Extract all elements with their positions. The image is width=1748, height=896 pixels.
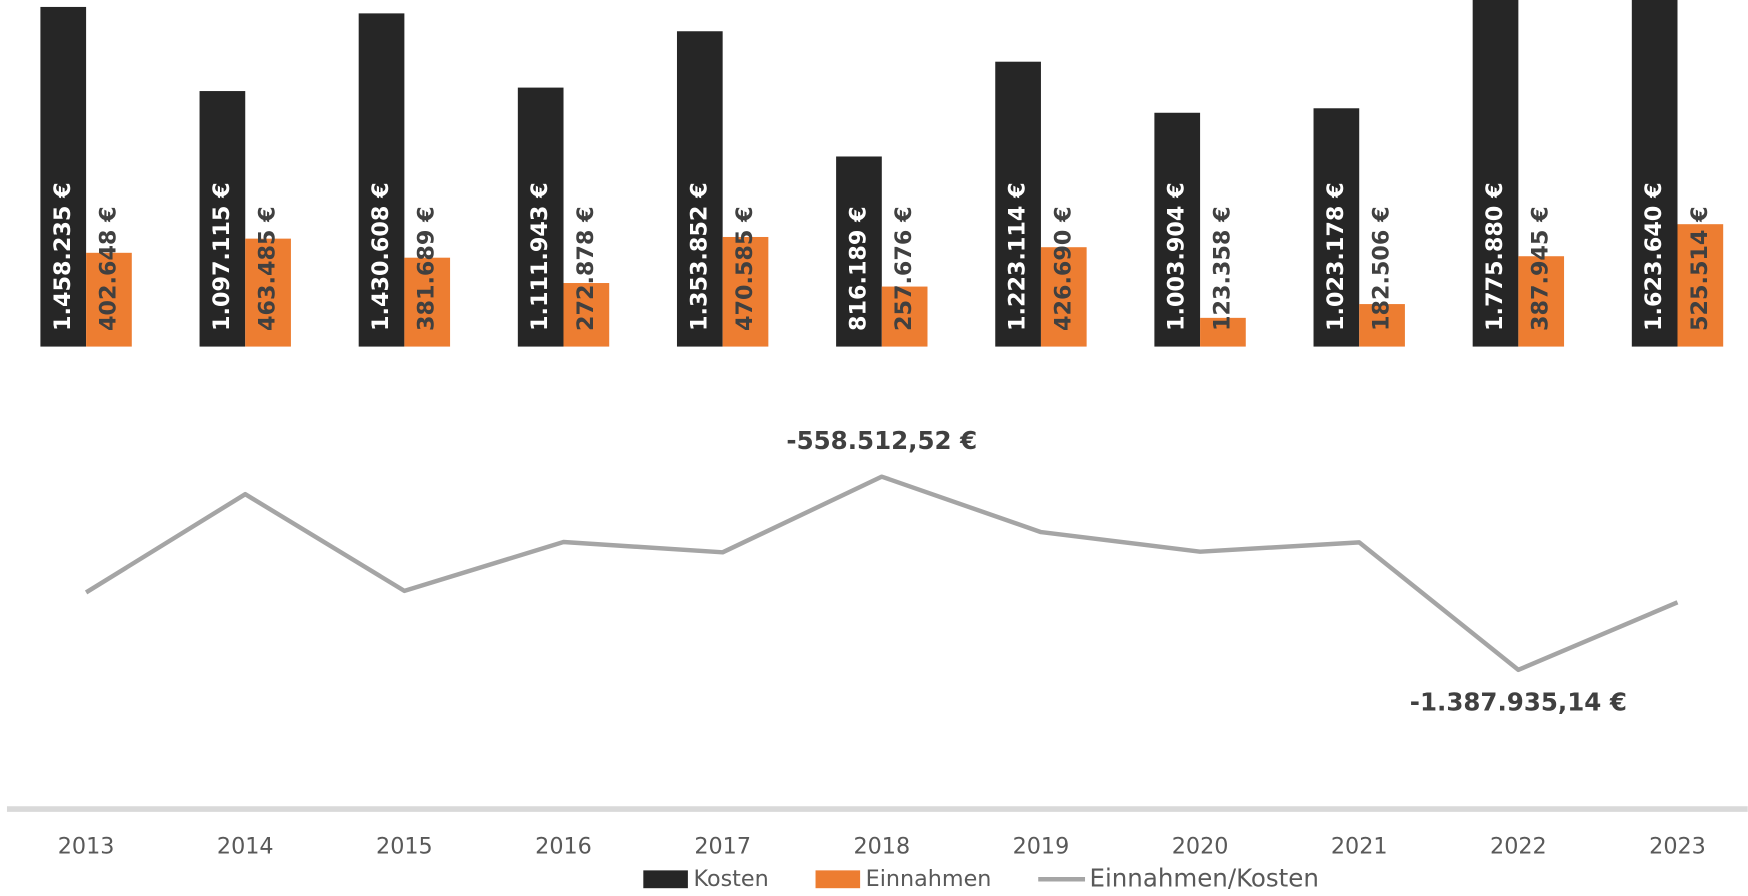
bar	[676, 31, 723, 347]
bar	[1200, 317, 1246, 347]
bar	[1154, 112, 1201, 347]
legend-label: Einnahmen/Kosten	[1089, 863, 1318, 892]
x-tick-label: 2018	[853, 833, 910, 859]
legend-label: Einnahmen	[866, 866, 992, 892]
bar-value-label: 123.358 €	[1209, 206, 1235, 331]
bar-value-label: 470.585 €	[732, 206, 758, 331]
x-tick-label: 2023	[1649, 833, 1706, 859]
bar	[40, 6, 87, 347]
bar	[722, 236, 769, 347]
bar-value-label: 381.689 €	[414, 206, 440, 331]
bar-value-label: 1.623.640 €	[1641, 182, 1667, 331]
bar	[1359, 304, 1405, 347]
x-tick-label: 2021	[1331, 833, 1388, 859]
legend-label: Kosten	[693, 866, 768, 892]
bar	[245, 238, 291, 347]
bar	[517, 87, 564, 347]
x-tick-label: 2015	[376, 833, 433, 859]
bar-value-label: 463.485 €	[255, 206, 281, 331]
bar	[86, 252, 132, 347]
x-tick-label: 2014	[217, 833, 274, 859]
bar-value-label: 272.878 €	[573, 206, 599, 331]
bar-value-label: 1.353.852 €	[686, 182, 712, 331]
bar-value-label: 257.676 €	[891, 206, 917, 331]
legend-swatch	[643, 870, 688, 889]
bar	[995, 61, 1041, 347]
bar-value-label: 1.023.178 €	[1323, 182, 1349, 331]
bar-value-label: 1.223.114 €	[1005, 182, 1031, 331]
bar-value-label: 402.648 €	[95, 206, 121, 331]
plot-area: 1.458.235 € 1.097.115 € 1.430.608 € 1.111.9…	[40, 0, 1724, 673]
bar	[1472, 0, 1519, 347]
bar-value-label: 1.097.115 €	[209, 182, 235, 331]
bar	[1677, 224, 1724, 347]
x-tick-label: 2022	[1490, 833, 1547, 859]
bar	[1518, 256, 1565, 347]
bar-value-label: 1.775.880 €	[1482, 182, 1508, 331]
bar-value-label: 426.690 €	[1050, 206, 1076, 331]
bar-value-label: 1.003.904 €	[1164, 182, 1190, 331]
bar	[1040, 247, 1087, 347]
bar	[563, 283, 610, 347]
legend-swatch	[815, 870, 861, 889]
x-tick-label: 2013	[58, 833, 115, 859]
bar	[358, 13, 405, 347]
bar	[1313, 108, 1360, 347]
x-tick-label: 2017	[694, 833, 751, 859]
x-tick-label: 2020	[1172, 833, 1229, 859]
bar	[836, 156, 882, 347]
bar-value-label: 1.111.943 €	[527, 182, 553, 331]
bar-value-label: 1.458.235 €	[50, 182, 76, 331]
x-tick-label: 2019	[1013, 833, 1070, 859]
bar-value-label: 182.506 €	[1369, 206, 1395, 331]
bar	[199, 91, 246, 347]
bar-value-label: 816.189 €	[845, 206, 871, 331]
line-value-label: -1.387.935,14 €	[1410, 687, 1627, 716]
bar	[404, 257, 451, 347]
line-value-label: -558.512,52 €	[786, 426, 977, 455]
bar-value-label: 387.945 €	[1528, 206, 1554, 331]
bar	[1631, 0, 1678, 347]
bar-value-label: 525.514 €	[1687, 206, 1713, 331]
bar-value-label: 1.430.608 €	[368, 182, 394, 331]
line	[84, 474, 1679, 673]
x-tick-label: 2016	[535, 833, 592, 859]
bar	[881, 286, 928, 347]
